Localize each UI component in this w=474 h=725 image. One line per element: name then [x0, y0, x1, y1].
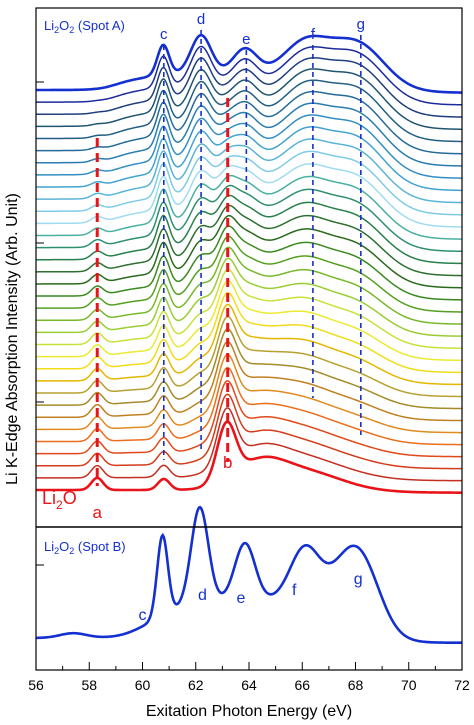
spot-b-peak-label-c: c	[139, 607, 147, 624]
spectrum-line	[36, 174, 463, 240]
spectrum-line	[36, 380, 462, 458]
spectrum-line	[36, 257, 463, 337]
spectrum-line	[36, 225, 463, 301]
spectrum-line	[36, 393, 463, 470]
spectrum-line	[36, 291, 463, 374]
peak-label-c: c	[160, 26, 168, 43]
peak-label-g: g	[357, 16, 365, 33]
x-tick-label: 62	[188, 677, 204, 693]
x-tick-label: 58	[81, 677, 97, 693]
spectrum-line	[36, 102, 463, 167]
x-tick-label: 72	[454, 677, 470, 693]
spot-b-peak-label-e: e	[237, 590, 246, 607]
x-tick-label: 68	[348, 677, 364, 693]
spectrum-line	[35, 114, 463, 179]
x-tick-label: 70	[401, 677, 417, 693]
spectrum-line	[36, 246, 463, 325]
spectrum-line	[36, 407, 463, 482]
peak-label-d: d	[197, 11, 205, 28]
bottom-panel-series: c d e f g	[35, 505, 463, 645]
spot-b-peak-label-g: g	[354, 571, 363, 588]
spectrum-line	[36, 353, 463, 434]
spectrum-line	[36, 194, 463, 265]
spectrum-line	[36, 126, 463, 192]
top-panel-series	[35, 33, 463, 494]
spectrum-line	[36, 303, 463, 386]
spot-b-peak-label-f: f	[292, 582, 297, 599]
spectrum-line	[36, 138, 463, 204]
spectrum-line	[36, 184, 463, 253]
x-tick-label: 60	[135, 677, 151, 693]
spectrum-line	[36, 57, 463, 118]
spectrum-line	[36, 33, 463, 94]
y-axis-title: Li K-Edge Absorption Intensity (Arb. Uni…	[4, 193, 21, 485]
top-panel-markers: c d e f g a b	[93, 11, 365, 522]
spot-b-spectrum	[35, 505, 463, 645]
spectrum-line	[36, 214, 463, 289]
bottom-series-label: Li2O2 (Spot B)	[44, 539, 126, 556]
peak-label-f: f	[311, 26, 316, 43]
x-axis-ticks: 56 58 60 62 64 66 68 70 72	[28, 662, 470, 693]
spectrum-line	[36, 340, 463, 422]
x-tick-label: 56	[28, 677, 44, 693]
spectrum-line	[36, 328, 463, 410]
spectrum-line	[36, 204, 463, 277]
y-ticks	[36, 81, 44, 566]
peak-label-a: a	[93, 503, 103, 522]
spectrum-line	[36, 235, 463, 313]
top-series-label: Li2O2 (Spot A)	[44, 18, 125, 35]
spectrum-line	[36, 68, 463, 131]
spectrum-line	[36, 79, 463, 143]
x-axis-title: Exitation Photon Energy (eV)	[146, 703, 352, 720]
spectrum-line	[36, 315, 463, 398]
spectrum-line	[36, 420, 463, 494]
li2o-label: Li2O	[42, 488, 77, 512]
spot-b-peak-label-d: d	[198, 587, 207, 604]
spectrum-line	[36, 268, 463, 349]
spectrum-line	[36, 150, 463, 216]
spectrum-line	[35, 280, 463, 362]
x-tick-label: 66	[294, 677, 310, 693]
peak-label-b: b	[223, 453, 232, 472]
spectrum-line	[36, 163, 463, 228]
spectrum-line	[36, 90, 463, 155]
spectrum-line	[36, 45, 463, 106]
peak-label-e: e	[242, 31, 250, 48]
spectrum-line	[36, 366, 463, 446]
x-tick-label: 64	[241, 677, 257, 693]
